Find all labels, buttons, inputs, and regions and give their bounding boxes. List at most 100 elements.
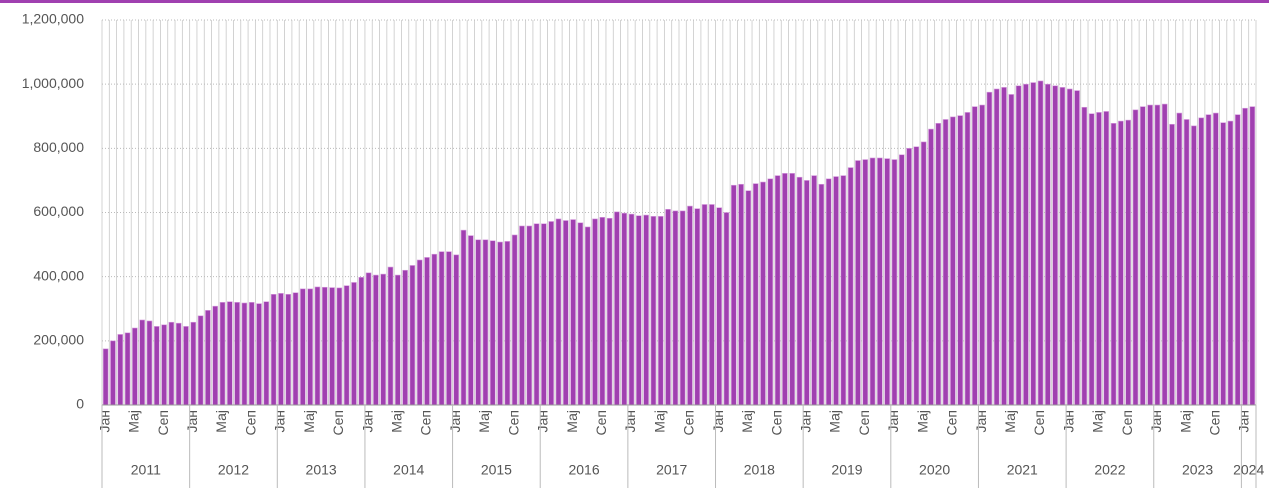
bar: [906, 148, 912, 406]
bar: [687, 205, 693, 406]
bar: [1140, 106, 1146, 406]
x-tick-label: Јан: [1148, 410, 1164, 433]
bar: [1220, 122, 1226, 406]
bar: [314, 286, 321, 406]
x-group-label: 2016: [568, 462, 599, 478]
bar: [453, 254, 460, 406]
top-border: [0, 0, 1269, 3]
bar: [248, 302, 255, 406]
bar: [694, 208, 701, 406]
x-tick-label: Мај: [914, 410, 930, 433]
bar: [891, 159, 898, 406]
bar: [1147, 104, 1153, 406]
x-group-label: 2021: [1007, 462, 1038, 478]
bar: [343, 285, 350, 406]
bar: [716, 207, 722, 406]
bar: [1242, 107, 1248, 406]
bar: [1154, 104, 1161, 406]
bar: [1234, 114, 1241, 406]
x-tick-label: Јан: [184, 410, 200, 433]
x-tick-label: Јан: [710, 410, 726, 433]
bar: [628, 213, 635, 406]
x-group-label: 2018: [744, 462, 775, 478]
bar: [183, 326, 189, 406]
x-tick-label: Јан: [798, 410, 814, 433]
bar: [789, 173, 795, 406]
bar: [643, 214, 649, 406]
bar: [373, 274, 379, 406]
bar: [307, 288, 313, 406]
bar: [1213, 112, 1219, 406]
bar: [592, 218, 598, 406]
bar: [205, 310, 211, 406]
x-tick-label: Сеп: [944, 410, 960, 435]
bar: [811, 175, 817, 406]
bar: [1052, 85, 1058, 406]
bar: [234, 302, 240, 406]
bar: [855, 160, 861, 406]
bar: [636, 215, 642, 406]
bar: [1183, 119, 1190, 406]
bar: [950, 116, 956, 406]
bar: [1191, 125, 1197, 406]
x-group-label: 2017: [656, 462, 687, 478]
bar: [1045, 83, 1051, 406]
bar: [168, 321, 175, 406]
x-group-label: 2022: [1094, 462, 1125, 478]
bar: [1037, 80, 1044, 406]
bar: [928, 128, 934, 406]
bar: [796, 176, 803, 406]
bar: [1110, 123, 1117, 406]
bar: [825, 178, 832, 406]
bar: [701, 204, 708, 406]
bar: [760, 181, 766, 406]
bar: [460, 229, 467, 406]
bar: [1059, 87, 1066, 406]
bar: [723, 212, 730, 406]
bar: [329, 287, 335, 406]
bar: [285, 294, 292, 406]
bar: [336, 287, 343, 406]
x-tick-label: Мај: [126, 410, 142, 433]
y-tick-label: 0: [76, 396, 84, 412]
bar: [190, 321, 197, 406]
x-tick-label: Јан: [447, 410, 463, 433]
bar: [614, 211, 620, 406]
x-group-label: 2020: [919, 462, 950, 478]
bar: [869, 157, 876, 406]
bar: [292, 292, 299, 406]
x-tick-label: Сеп: [593, 410, 609, 435]
x-group-label: 2014: [393, 462, 424, 478]
bar: [497, 241, 503, 406]
bar: [1066, 88, 1073, 406]
x-tick-label: Јан: [535, 410, 551, 433]
bar: [621, 212, 628, 406]
x-tick-label: Мај: [564, 410, 580, 433]
bar: [424, 257, 430, 406]
x-tick-label: Јан: [1236, 410, 1252, 433]
bar: [416, 259, 423, 406]
bar: [365, 272, 372, 406]
bar: [409, 265, 416, 406]
bar: [197, 315, 204, 406]
x-tick-label: Јан: [1060, 410, 1076, 433]
bar: [1169, 123, 1175, 406]
bar: [1118, 120, 1124, 406]
x-tick-label: Мај: [827, 410, 843, 433]
bar: [752, 183, 759, 406]
bar: [256, 303, 262, 406]
bar: [519, 225, 525, 406]
bar: [402, 269, 408, 406]
bar: [665, 208, 671, 406]
bar: [110, 340, 116, 406]
x-tick-label: Мај: [301, 410, 317, 433]
bar: [884, 158, 890, 406]
bar: [679, 210, 686, 406]
bar: [241, 302, 248, 406]
bar: [577, 222, 584, 406]
y-tick-label: 1,200,000: [22, 11, 84, 27]
bar: [877, 157, 883, 406]
bar: [431, 253, 438, 406]
bar: [1249, 106, 1256, 406]
